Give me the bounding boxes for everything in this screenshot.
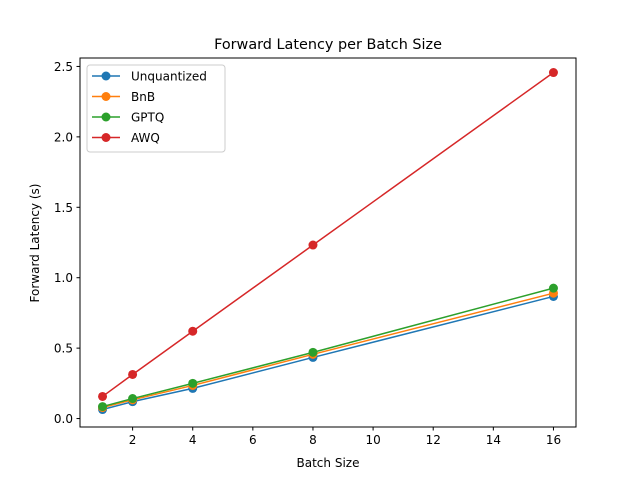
plot-area-frame [79,57,577,428]
legend: Unquantized BnB GPTQ AWQ [86,64,226,153]
legend-frame [86,64,226,153]
y-tick-label: 0.0 [54,412,73,426]
y-tick-label: 0.5 [54,342,73,356]
x-tick-label: 6 [249,433,257,447]
y-tick-label: 1.0 [54,271,73,285]
y-tick-label: 1.5 [54,201,73,215]
legend-marker [101,92,111,101]
data-point-gptq [128,394,138,404]
legend-marker [101,112,111,122]
series-line-unquantized [102,295,554,411]
x-tick-label: 14 [486,433,501,447]
data-point-gptq [188,378,198,388]
x-tick-label: 12 [426,433,441,447]
x-tick-label: 4 [189,433,197,447]
data-point-awq [128,369,138,379]
legend-marker [101,71,111,81]
x-tick-label: 2 [129,433,137,447]
y-tick-label: 2.5 [54,60,73,74]
data-point-awq [98,391,108,401]
series-line-bnb [102,292,554,409]
x-tick-label: 10 [365,433,380,447]
legend-label: AWQ [131,131,160,145]
data-point-gptq [98,402,108,412]
legend-label: GPTQ [131,111,164,125]
data-point-awq [308,240,318,250]
x-tick-label: 8 [309,433,317,447]
chart-title: Forward Latency per Batch Size [214,37,442,53]
y-tick-label: 2.0 [54,130,73,144]
y-axis-label: Forward Latency (s) [28,184,42,303]
x-axis-label: Batch Size [297,456,360,470]
data-point-gptq [548,283,558,293]
legend-label: BnB [131,90,155,104]
x-tick-label: 16 [546,433,561,447]
data-point-awq [548,68,558,78]
data-point-gptq [308,347,318,357]
data-point-awq [188,326,198,336]
legend-label: Unquantized [131,70,207,84]
legend-marker [101,133,111,142]
